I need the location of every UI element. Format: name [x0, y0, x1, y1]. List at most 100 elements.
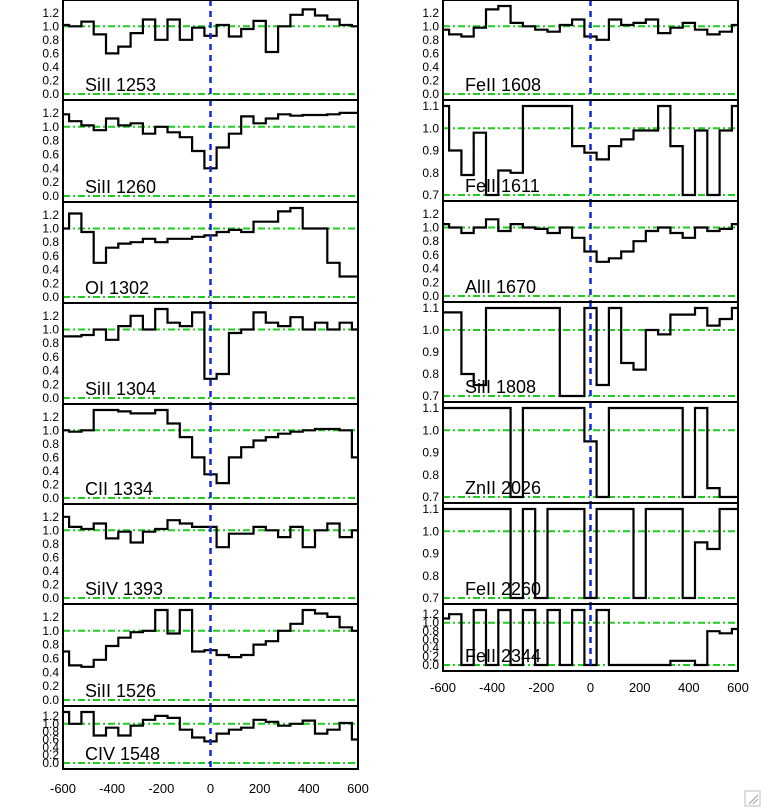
- y-tick-label: 0.4: [42, 665, 59, 679]
- y-tick-label: 0.6: [422, 248, 439, 262]
- panel-siii-1253: 0.00.20.40.60.81.01.2 SiII 1253: [42, 0, 359, 101]
- panel-frame: [62, 705, 359, 770]
- panel-alii-1670: 0.00.20.40.60.81.01.2 AlII 1670: [422, 200, 739, 303]
- x-tick-label: 200: [629, 680, 651, 695]
- x-tick-label: 0: [207, 781, 214, 796]
- x-tick-label: 400: [678, 680, 700, 695]
- y-tick-label: 0.4: [42, 263, 59, 277]
- panel-siii-1526: 0.00.20.40.60.81.01.2 SiII 1526: [42, 603, 359, 707]
- x-tick-label: 600: [347, 781, 369, 796]
- y-tick-label: 0.8: [422, 234, 439, 248]
- spectrum-line: [443, 104, 738, 197]
- y-tick-label: 0.6: [422, 633, 439, 647]
- y-tick-label: 1.2: [422, 207, 439, 221]
- panel-siii-1304: 0.00.20.40.60.81.01.2 SiII 1304: [42, 302, 359, 405]
- spectrum-line: [443, 406, 738, 499]
- y-tick-label: 0.6: [42, 350, 59, 364]
- y-tick-label: 0.6: [42, 46, 59, 60]
- y-tick-label: 1.0: [42, 624, 59, 638]
- y-tick-label: 0.8: [42, 134, 59, 148]
- y-tick-label: 0.7: [422, 490, 439, 504]
- y-tick-label: 0.4: [422, 60, 439, 74]
- y-tick-label: 0.4: [42, 564, 59, 578]
- panel-znii-2026: 0.7 0.8 0.9 1.0 1.1 ZnII 2026: [422, 401, 739, 504]
- spectrum-line: [443, 608, 738, 667]
- y-tick-label: 0.8: [422, 624, 439, 638]
- y-tick-label: 0.8: [42, 336, 59, 350]
- y-tick-label: 0.9: [422, 345, 439, 359]
- y-tick-label: 1.2: [42, 309, 59, 323]
- panel-feii-2260: 0.7 0.8 0.9 1.0 1.1 FeII 2260: [422, 502, 739, 605]
- y-tick-label: 0.4: [42, 740, 59, 754]
- y-tick-label: 1.2: [42, 208, 59, 222]
- resize-grip-icon[interactable]: [744, 790, 761, 807]
- y-tick-label: 0.2: [42, 679, 59, 693]
- x-tick-label: -200: [148, 781, 174, 796]
- y-tick-label: 0.0: [42, 87, 59, 101]
- ion-label: SiII 1253: [85, 75, 156, 95]
- x-tick-label: 200: [249, 781, 271, 796]
- panel-feii-1608: 0.00.20.40.60.81.01.2 FeII 1608: [422, 0, 739, 101]
- ion-label: SiII 1260: [85, 177, 156, 197]
- y-tick-label: 1.2: [422, 607, 439, 621]
- panel-siii-1260: 0.00.20.40.60.81.01.2 SiII 1260: [42, 99, 359, 203]
- y-tick-label: 1.1: [422, 401, 439, 415]
- y-tick-label: 0.8: [422, 367, 439, 381]
- y-tick-label: 0.7: [422, 591, 439, 605]
- y-tick-label: 0.9: [422, 144, 439, 158]
- y-tick-label: 1.0: [422, 323, 439, 337]
- spectrum-line: [63, 111, 358, 170]
- y-tick-label: 0.6: [42, 550, 59, 564]
- y-tick-label: 1.0: [42, 717, 59, 731]
- y-tick-label: 0.8: [422, 468, 439, 482]
- y-tick-label: 1.2: [422, 6, 439, 20]
- ion-label: CIV 1548: [85, 744, 160, 764]
- ion-label: FeII 2260: [465, 579, 541, 599]
- ion-label: SiII 1526: [85, 681, 156, 701]
- y-tick-label: 0.4: [422, 262, 439, 276]
- x-tick-label: 400: [298, 781, 320, 796]
- x-tick-label: -600: [430, 680, 456, 695]
- y-tick-label: 0.0: [422, 289, 439, 303]
- y-tick-label: 1.0: [422, 121, 439, 135]
- ion-label: SiII 1304: [85, 379, 156, 399]
- y-tick-label: 0.8: [42, 638, 59, 652]
- y-tick-label: 0.8: [42, 235, 59, 249]
- y-tick-label: 0.8: [422, 166, 439, 180]
- y-tick-label: 1.2: [42, 610, 59, 624]
- x-tick-label: -600: [50, 781, 76, 796]
- y-tick-label: 1.2: [42, 410, 59, 424]
- y-tick-label: 0.0: [42, 491, 59, 505]
- y-tick-label: 0.8: [422, 569, 439, 583]
- y-tick-label: 1.2: [42, 510, 59, 524]
- y-tick-label: 0.2: [42, 577, 59, 591]
- y-tick-label: 0.2: [42, 73, 59, 87]
- y-tick-label: 0.4: [42, 60, 59, 74]
- y-tick-label: 1.0: [422, 616, 439, 630]
- panel-siii-1808: 0.7 0.8 0.9 1.0 1.1 SiII 1808: [422, 301, 739, 403]
- y-tick-label: 0.2: [42, 276, 59, 290]
- ion-label: SiII 1808: [465, 377, 536, 397]
- ion-label: FeII 1611: [465, 176, 540, 196]
- y-tick-label: 0.2: [422, 73, 439, 87]
- x-tick-label: -400: [99, 781, 125, 796]
- y-tick-label: 1.0: [42, 323, 59, 337]
- y-tick-label: 1.0: [42, 120, 59, 134]
- ion-label: FeII 1608: [465, 75, 541, 95]
- spectrum-line: [63, 408, 358, 485]
- spectrum-line: [63, 307, 358, 380]
- y-tick-label: 0.7: [422, 188, 439, 202]
- y-tick-label: 1.2: [42, 6, 59, 20]
- y-tick-label: 0.2: [42, 175, 59, 189]
- y-tick-label: 0.2: [42, 748, 59, 762]
- spectrum-line: [63, 710, 358, 743]
- y-tick-label: 0.9: [422, 446, 439, 460]
- x-tick-label: 0: [587, 680, 594, 695]
- y-tick-label: 1.1: [422, 301, 439, 315]
- y-tick-label: 1.0: [422, 221, 439, 235]
- ion-label: OI 1302: [85, 278, 149, 298]
- y-tick-label: 1.0: [42, 19, 59, 33]
- y-tick-label: 1.1: [422, 502, 439, 516]
- panel-feii-1611: 0.7 0.8 0.9 1.0 1.1 FeII 1611: [422, 99, 739, 202]
